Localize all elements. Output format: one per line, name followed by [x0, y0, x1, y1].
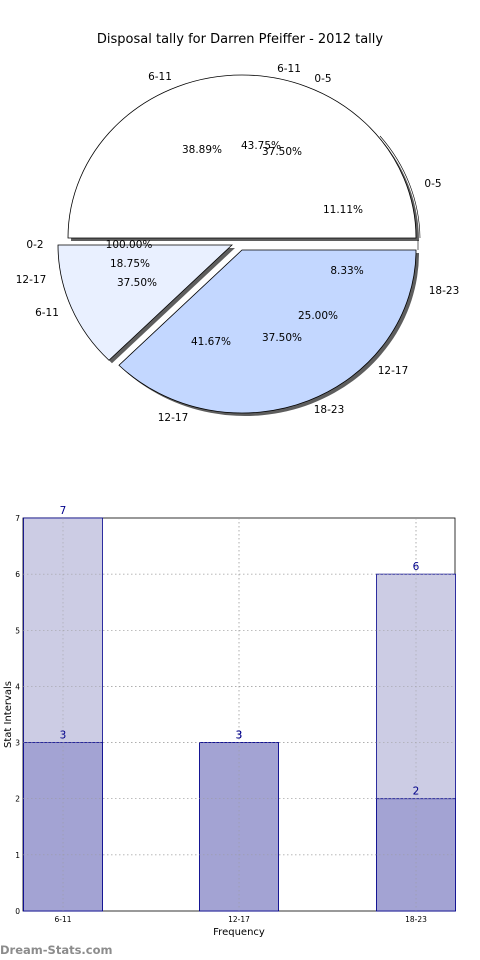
bar-value-label: 7	[60, 505, 67, 517]
pie-label: 0-2	[26, 239, 43, 251]
pie-percent-label: 37.50%	[117, 277, 157, 289]
y-tick-label: 6	[15, 570, 20, 579]
bar-value-label: 3	[60, 730, 67, 742]
bar-value-label: 3	[236, 730, 243, 742]
pie-percent-label: 8.33%	[330, 265, 363, 277]
bar-value-label: 2	[413, 786, 420, 798]
pie-ring	[379, 135, 421, 239]
x-axis-label: Frequency	[213, 927, 265, 938]
pie-label: 12-17	[378, 365, 409, 377]
pie-slice	[57, 244, 234, 361]
pie-label: 0-5	[424, 178, 441, 190]
x-tick-label: 12-17	[228, 915, 250, 924]
pie-label: 18-23	[314, 404, 345, 416]
pie-slice	[67, 74, 417, 239]
pie-label: 0-5	[314, 73, 331, 85]
pie-percent-label: 43.75%	[241, 140, 281, 152]
pie-label: 6-11	[148, 71, 172, 83]
y-tick-label: 1	[15, 851, 20, 860]
y-tick-label: 3	[15, 739, 20, 748]
pie-percent-label: 37.50%	[262, 332, 302, 344]
pie-percent-label: 41.67%	[191, 336, 231, 348]
pie-percent-label: 37.50%	[262, 146, 302, 158]
y-tick-label: 4	[15, 682, 20, 691]
x-tick-label: 18-23	[405, 915, 427, 924]
y-axis-label: Stat Intervals	[3, 681, 14, 748]
pie-percent-label: 100.00%	[106, 239, 153, 251]
pie-label: 18-23	[429, 285, 460, 297]
pie-label: 6-11	[35, 307, 59, 319]
pie-label: 12-17	[158, 412, 189, 424]
y-tick-label: 7	[15, 514, 20, 523]
pie-percent-label: 11.11%	[323, 204, 363, 216]
pie-label: 6-11	[277, 63, 301, 75]
y-tick-label: 2	[15, 795, 20, 804]
pie-percent-label: 25.00%	[298, 310, 338, 322]
watermark: Dream-Stats.com	[0, 943, 113, 957]
pie-slice	[118, 249, 417, 414]
y-tick-label: 0	[15, 907, 20, 916]
bar-value-label: 3	[236, 730, 243, 742]
bar-value-label: 6	[413, 561, 420, 573]
pie-percent-label: 38.89%	[182, 144, 222, 156]
x-tick-label: 6-11	[54, 915, 71, 924]
pie-title: Disposal tally for Darren Pfeiffer - 201…	[97, 32, 384, 47]
pie-label: 12-17	[16, 274, 47, 286]
pie-chart: 6-11 6-11 0-5 0-5 18-23 12-17 18-23 12-17 6-11 12…	[16, 63, 460, 424]
y-tick-label: 5	[15, 626, 20, 635]
pie-percent-label: 18.75%	[110, 258, 150, 270]
